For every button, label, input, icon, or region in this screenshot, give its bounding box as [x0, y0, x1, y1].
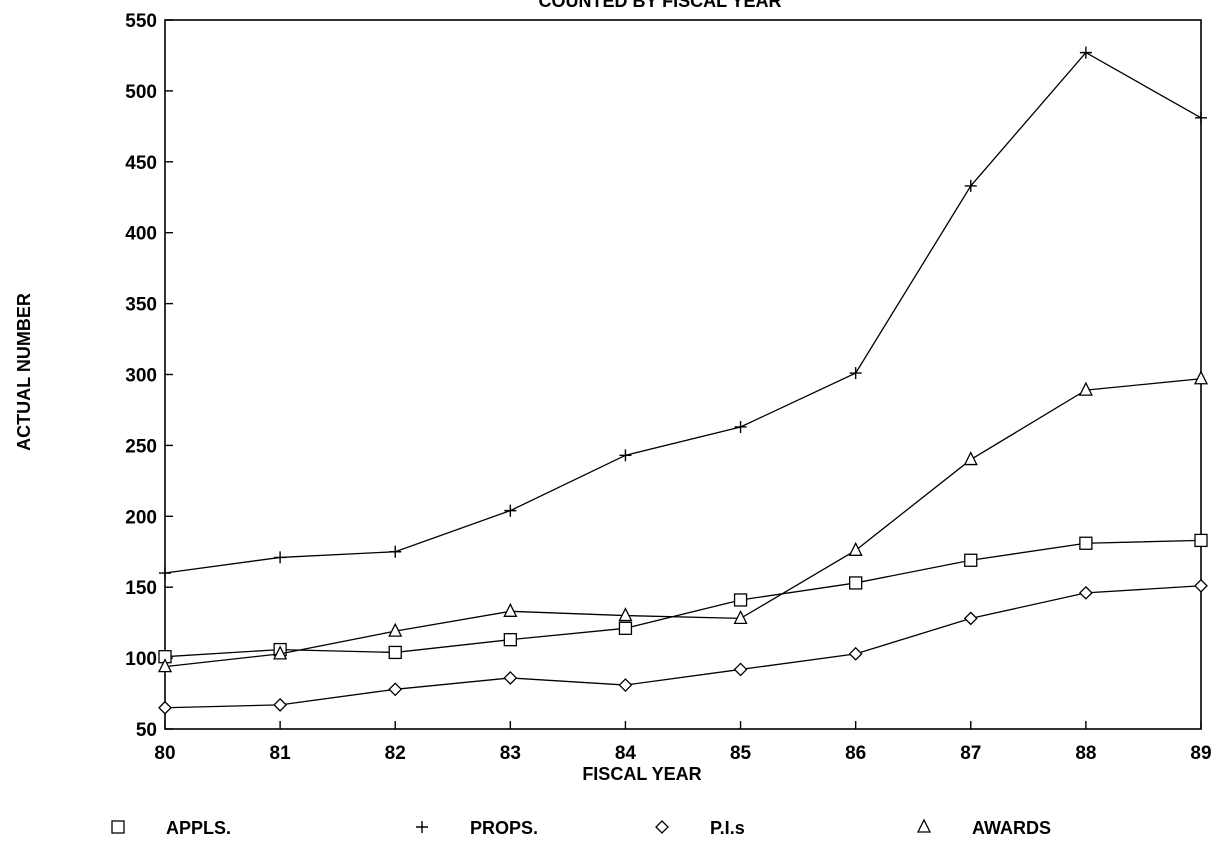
x-tick-label: 81: [270, 743, 292, 764]
data-point-p-i-s: [388, 682, 403, 697]
legend-marker-appls: [111, 820, 125, 834]
plot-frame: [164, 19, 1202, 730]
legend-label-appls: APPLS.: [166, 818, 231, 838]
x-tick-label: 80: [154, 743, 175, 764]
legend: APPLS. PROPS. P.I.s AWARDS: [111, 818, 1051, 838]
y-tick-label: 550: [125, 11, 157, 32]
series-line-props: [164, 51, 1202, 574]
data-point-props: [274, 551, 287, 564]
y-axis-title: ACTUAL NUMBER: [14, 293, 34, 451]
x-tick-label: 88: [1075, 743, 1096, 764]
data-point-awards: [618, 607, 633, 622]
x-axis-title: FISCAL YEAR: [582, 764, 701, 784]
legend-item-p-i-s: P.I.s: [655, 818, 745, 838]
x-tick-label: 86: [845, 743, 866, 764]
series-line-p-i-s: [164, 585, 1202, 709]
data-point-props: [964, 179, 977, 192]
data-point-awards: [503, 602, 518, 617]
data-point-p-i-s: [963, 611, 978, 626]
data-point-awards: [963, 451, 978, 466]
data-point-appls: [618, 621, 633, 635]
y-tick-label: 150: [125, 578, 157, 599]
x-tick-label: 84: [615, 743, 637, 764]
data-point-p-i-s: [1194, 578, 1208, 593]
data-point-appls: [1079, 536, 1093, 550]
chart-title: COUNTED BY FISCAL YEAR: [538, 0, 781, 11]
y-tick-label: 200: [125, 507, 157, 528]
series-line-appls: [164, 539, 1202, 658]
data-point-p-i-s: [503, 671, 518, 685]
data-point-props: [389, 545, 402, 558]
data-point-props: [504, 504, 517, 517]
series-props: [159, 46, 1207, 580]
data-point-p-i-s: [158, 700, 172, 715]
x-tick-label: 85: [730, 743, 752, 764]
legend-marker-p-i-s: [655, 820, 669, 834]
legend-item-appls: APPLS.: [111, 818, 231, 838]
data-point-p-i-s: [733, 662, 748, 677]
legend-item-props: PROPS.: [416, 818, 538, 838]
data-point-appls: [1194, 533, 1208, 548]
y-tick-label: 350: [125, 295, 157, 316]
x-tick-label: 89: [1190, 743, 1211, 764]
data-point-props: [1195, 111, 1207, 124]
data-point-p-i-s: [1078, 585, 1093, 600]
series-p-i-s: [158, 578, 1208, 715]
data-point-p-i-s: [618, 678, 633, 692]
data-point-p-i-s: [273, 697, 288, 712]
x-axis: 80 81 82 83 84 85 86 87 88 89: [154, 721, 1212, 764]
data-point-props: [1079, 46, 1092, 59]
series-layer: [157, 46, 1209, 715]
y-axis: 50 100 150 200 250 300 350 400 450 500 550: [125, 11, 173, 741]
y-tick-label: 250: [125, 436, 157, 457]
data-point-props: [734, 420, 747, 433]
legend-marker-awards: [916, 818, 932, 833]
legend-marker-props: [416, 821, 428, 833]
legend-item-awards: AWARDS: [916, 818, 1051, 838]
x-tick-label: 82: [385, 743, 406, 764]
legend-label-awards: AWARDS: [972, 818, 1051, 838]
data-point-awards: [157, 658, 173, 673]
data-point-awards: [848, 541, 863, 556]
y-tick-label: 500: [125, 82, 157, 103]
y-tick-label: 400: [125, 224, 157, 245]
data-point-appls: [733, 593, 748, 607]
x-tick-label: 83: [500, 743, 521, 764]
series-line-awards: [164, 378, 1202, 668]
data-point-awards: [388, 622, 403, 637]
data-point-awards: [1193, 370, 1209, 385]
plot-area: [164, 19, 1202, 730]
data-point-awards: [1078, 381, 1093, 396]
series-awards: [157, 370, 1209, 673]
legend-label-p-i-s: P.I.s: [710, 818, 745, 838]
y-tick-label: 450: [125, 153, 157, 174]
data-point-p-i-s: [848, 646, 863, 661]
data-point-props: [849, 367, 862, 380]
data-point-awards: [273, 645, 288, 660]
y-tick-label: 50: [136, 720, 157, 741]
y-tick-label: 100: [125, 649, 157, 670]
series-appls: [158, 533, 1208, 664]
data-point-appls: [388, 645, 402, 660]
data-point-appls: [964, 553, 978, 567]
data-point-appls: [849, 576, 863, 590]
data-point-awards: [733, 609, 748, 625]
data-point-props: [159, 567, 171, 580]
y-tick-label: 300: [125, 366, 157, 387]
data-point-props: [619, 449, 632, 462]
data-point-appls: [503, 633, 517, 647]
legend-label-props: PROPS.: [470, 818, 538, 838]
x-tick-label: 87: [960, 743, 981, 764]
